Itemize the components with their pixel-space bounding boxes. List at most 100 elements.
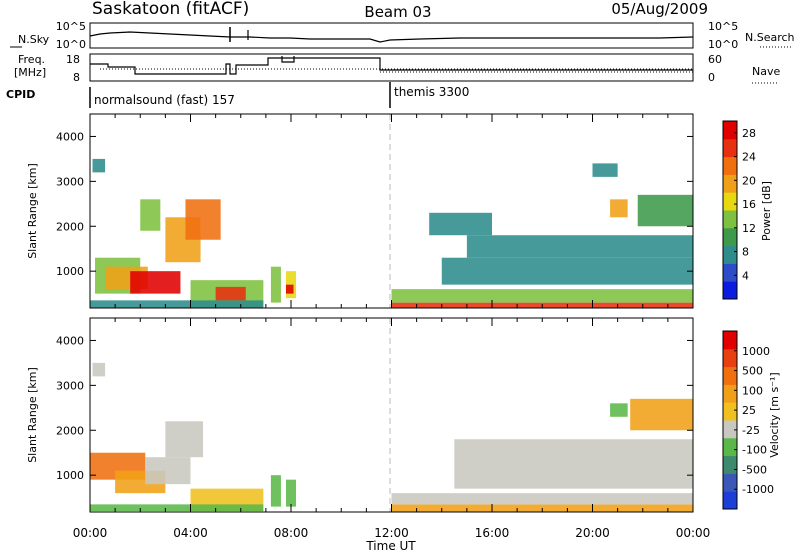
nave-tick-low: 0	[708, 71, 715, 84]
vl-colorbar-label-2: 100	[742, 384, 763, 397]
vl-colorbar-band-8	[723, 348, 737, 368]
vl-region-8	[285, 479, 297, 507]
pw-ytick-label-3: 1000	[56, 265, 84, 278]
pw-colorbar-label-5: 8	[742, 246, 749, 259]
pw-colorbar-label-0: 28	[742, 127, 756, 140]
cpid-panel: CPID normalsound (fast) 157 themis 3300	[6, 82, 469, 108]
noise-right-tick-high: 10^5	[708, 20, 738, 33]
noise-left-tick-low: 10^0	[56, 38, 86, 51]
vl-colorbar-band-0	[723, 491, 737, 510]
vl-colorbar-label-5: -100	[742, 444, 767, 457]
freq-panel: Freq. [MHz] 18 8 60 0 Nave	[14, 53, 780, 84]
pw-colorbar-band-5	[723, 192, 737, 211]
noise-right-tick-low: 10^0	[708, 38, 738, 51]
vl-region-13	[630, 398, 693, 431]
pw-region-9	[90, 300, 264, 308]
velocity-chart: 4000 3000 2000 1000 Slant Range [km] 1000 50…	[26, 317, 781, 513]
nave-label: Nave	[752, 65, 780, 78]
time-tick-label-4: 16:00	[475, 526, 510, 540]
date-title: 05/Aug/2009	[611, 0, 708, 18]
time-tick-label-6: 00:00	[676, 526, 711, 540]
vl-region-7	[270, 475, 281, 507]
vl-ytick-label-1: 3000	[56, 379, 84, 392]
time-tick-label-1: 04:00	[173, 526, 208, 540]
vl-colorbar-band-1	[723, 473, 737, 492]
pw-region-8	[215, 286, 246, 301]
noise-sky-trace	[89, 31, 694, 43]
pw-colorbar-label-1: 24	[742, 151, 756, 164]
pw-ytick-label-1: 3000	[56, 175, 84, 188]
freq-label-1: Freq.	[18, 53, 45, 66]
power-colorbar: 28 24 20 16 12 8 4	[722, 120, 756, 300]
velocity-ylabel: Slant Range [km]	[26, 367, 39, 463]
freq-tick-low: 8	[73, 71, 80, 84]
noise-left-tick-high: 10^5	[56, 20, 86, 33]
vl-colorbar-label-4: -25	[742, 424, 760, 437]
pw-ytick-label-0: 4000	[56, 130, 84, 143]
pw-region-17	[429, 212, 492, 236]
vl-colorbar-label-0: 1000	[742, 345, 770, 358]
vl-region-12	[610, 403, 628, 417]
vl-colorbar-label-6: -500	[742, 463, 767, 476]
freq-label-2: [MHz]	[14, 66, 46, 79]
freq-tick-high: 18	[66, 53, 80, 66]
power-ylabel: Slant Range [km]	[26, 163, 39, 259]
pw-colorbar-band-8	[723, 138, 737, 158]
pw-region-4	[140, 199, 161, 231]
pw-region-3	[130, 271, 181, 294]
pw-colorbar-band-4	[723, 210, 737, 229]
time-tick-label-3: 12:00	[374, 526, 409, 540]
cpid-program-2: themis 3300	[394, 85, 469, 99]
pw-colorbar-label-6: 4	[742, 269, 749, 282]
pw-region-14	[391, 289, 693, 303]
vl-colorbar-band-3	[723, 437, 737, 457]
freq-trace	[90, 57, 693, 75]
pw-colorbar-band-1	[723, 263, 737, 282]
vl-colorbar-band-5	[723, 402, 737, 421]
pw-region-6	[185, 199, 221, 240]
pw-region-18	[610, 199, 628, 218]
pw-colorbar-band-3	[723, 227, 737, 247]
pw-colorbar-label-4: 12	[742, 222, 756, 235]
vl-region-6	[90, 504, 264, 512]
power-chart: 4000 3000 2000 1000 Slant Range [km] 28 24 20…	[26, 113, 773, 309]
vl-colorbar-band-6	[723, 384, 737, 403]
cpid-label: CPID	[6, 88, 35, 101]
pw-region-15	[441, 257, 693, 285]
pw-region-19	[637, 194, 693, 227]
vl-colorbar-frame	[722, 330, 738, 510]
pw-colorbar-frame	[722, 120, 738, 300]
noise-left-label: N.Sky	[18, 33, 50, 46]
vl-colorbar-band-7	[723, 366, 737, 385]
pw-colorbar-band-0	[723, 281, 737, 300]
vl-ytick-label-3: 1000	[56, 469, 84, 482]
nave-tick-high: 60	[708, 53, 722, 66]
vl-region-0	[92, 362, 106, 377]
vl-colorbar-band-2	[723, 455, 737, 474]
vl-ytick-label-2: 2000	[56, 424, 84, 437]
freq-trace-2	[281, 56, 295, 63]
velocity-colorbar: 1000 500 100 25 -25 -100 -500 -1000	[722, 330, 774, 510]
pw-ytick-label-2: 2000	[56, 220, 84, 233]
time-axis-label: Time UT	[365, 539, 416, 553]
pw-region-12	[285, 284, 294, 294]
pw-colorbar-band-2	[723, 245, 737, 264]
vl-region-10	[391, 493, 693, 505]
pw-colorbar-band-9	[723, 121, 737, 140]
noise-right-label: N.Search	[745, 31, 795, 44]
time-tick-label-2: 08:00	[274, 526, 309, 540]
power-colorbar-label: Power [dB]	[760, 181, 773, 241]
vl-colorbar-band-4	[723, 420, 737, 439]
pw-colorbar-label-3: 16	[742, 198, 756, 211]
time-tick-label-5: 20:00	[575, 526, 610, 540]
vl-region-11	[454, 439, 693, 489]
pw-colorbar-label-2: 20	[742, 174, 756, 187]
pw-region-0	[92, 158, 106, 173]
station-title: Saskatoon (fitACF)	[92, 0, 249, 19]
pw-colorbar-band-6	[723, 174, 737, 193]
vl-colorbar-label-7: -1000	[742, 483, 774, 496]
pw-region-16	[466, 235, 693, 258]
beam-title: Beam 03	[364, 3, 431, 21]
vl-region-3	[145, 457, 191, 485]
velocity-colorbar-label: Velocity [m s⁻¹]	[768, 372, 781, 457]
